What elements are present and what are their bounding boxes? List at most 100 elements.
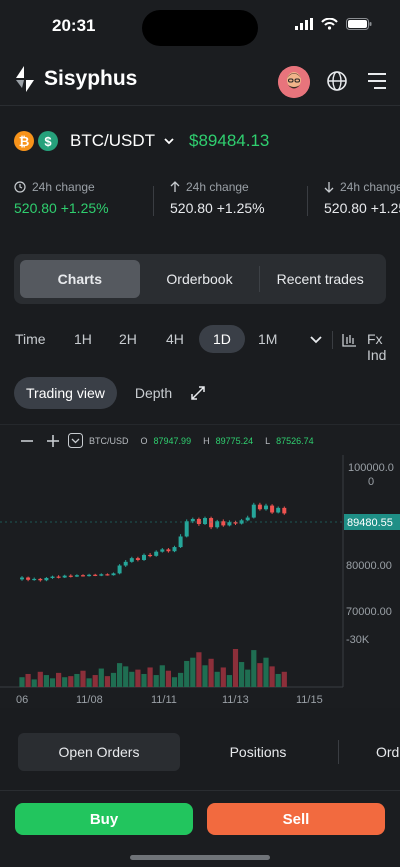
depth-button[interactable]: Depth <box>134 385 173 401</box>
volume-bar <box>19 677 25 687</box>
candle-body <box>196 518 201 525</box>
candle-body <box>32 578 37 581</box>
volume-bar <box>147 667 153 687</box>
legend-symbol: BTC/USD <box>89 435 129 446</box>
candle-body <box>105 574 110 576</box>
tab-recent-trades[interactable]: Recent trades <box>276 271 364 287</box>
candle-body <box>99 574 104 576</box>
tab-open-orders[interactable]: Open Orders <box>18 733 180 771</box>
candle-body <box>129 558 134 562</box>
candle-body <box>50 576 55 578</box>
candle-body <box>148 554 153 557</box>
menu-icon[interactable] <box>366 72 388 90</box>
divider <box>338 740 339 764</box>
pair-selector[interactable]: ₿ $ BTC/USDT $89484.13 <box>14 131 269 151</box>
stats-row: 24h change 520.80 +1.25% 24h change 520.… <box>14 180 400 220</box>
timeframe-1h[interactable]: 1H <box>74 331 92 347</box>
candle-body <box>264 505 268 510</box>
price-tick: 100000.0 <box>348 462 394 474</box>
volume-bar <box>117 663 123 687</box>
stat-value: 520.80 <box>170 200 213 216</box>
pair-symbol: BTC/USDT <box>70 131 155 150</box>
time-tick: 06 <box>16 694 28 706</box>
volume-bar <box>141 673 147 687</box>
minus-icon[interactable] <box>20 434 34 448</box>
candle-body <box>87 574 92 577</box>
globe-icon[interactable] <box>326 70 348 92</box>
sell-button[interactable]: Sell <box>207 803 385 835</box>
stat-percent: +1.25% <box>370 200 400 216</box>
volume-bar <box>202 665 208 687</box>
stat-percent: +1.25% <box>216 200 265 216</box>
stat-item: 24h change 520.80 +1.25% <box>170 180 265 216</box>
candle-body <box>68 575 73 577</box>
volume-bar <box>92 675 98 687</box>
volume-bar <box>214 671 220 687</box>
candle-body <box>251 504 256 518</box>
timeframe-2h[interactable]: 2H <box>119 331 137 347</box>
avatar-face-icon <box>278 66 310 98</box>
volume-bar <box>43 675 49 687</box>
volume-bar <box>208 658 214 687</box>
stat-label: 24h change <box>340 180 400 194</box>
candle-body <box>282 507 287 514</box>
divider <box>259 266 261 292</box>
buy-button[interactable]: Buy <box>15 803 193 835</box>
indicator-icon[interactable] <box>340 331 358 349</box>
expand-icon[interactable] <box>190 385 206 401</box>
volume-bar <box>135 669 141 687</box>
arrow-down-icon <box>324 182 334 193</box>
price-chart[interactable]: BTC/USD O 87947.99 H 89775.24 L 87526.74… <box>0 424 400 708</box>
chevron-down-icon[interactable] <box>309 335 323 345</box>
timeframe-4h[interactable]: 4H <box>166 331 184 347</box>
stat-item: 24h change 520.80 +1.25% <box>324 180 400 216</box>
candle-body <box>209 518 214 528</box>
volume-bar <box>49 678 56 687</box>
divider <box>153 186 154 216</box>
candle-body <box>93 574 98 576</box>
candle-body <box>245 517 250 521</box>
stat-value: 520.80 <box>14 200 57 216</box>
volume-bar <box>31 679 37 687</box>
volume-bar <box>239 662 245 687</box>
volume-bar <box>86 678 92 687</box>
volume-bar <box>37 671 43 687</box>
tab-orderbook[interactable]: Orderbook <box>166 271 233 287</box>
candle-body <box>257 504 262 510</box>
indicators-button[interactable]: Fx Ind <box>367 331 387 363</box>
current-price-tag <box>344 514 400 530</box>
candle-body <box>117 565 122 574</box>
timeframe-1d[interactable]: 1D <box>199 325 245 353</box>
candle-body <box>227 522 232 526</box>
tab-positions[interactable]: Positions <box>229 744 287 760</box>
volume-bar <box>251 650 257 687</box>
candle-body <box>203 518 207 525</box>
candle-body <box>44 577 49 581</box>
avatar[interactable] <box>278 66 310 98</box>
usdt-coin-icon: $ <box>38 131 58 151</box>
time-label: Time <box>15 331 46 347</box>
volume-bar <box>226 675 232 687</box>
candle-body <box>233 522 238 524</box>
time-tick: 11/13 <box>222 694 249 706</box>
status-icons <box>295 18 372 30</box>
time-tick: 11/11 <box>151 694 177 706</box>
timeframe-1m[interactable]: 1M <box>258 331 278 347</box>
plus-icon[interactable] <box>46 434 60 448</box>
trading-view-button[interactable]: Trading view <box>14 377 117 409</box>
candle-body <box>26 577 31 580</box>
dynamic-island <box>142 10 258 46</box>
tab-orders-history[interactable]: Ord <box>376 744 400 760</box>
signal-icon <box>295 18 313 30</box>
collapse-icon[interactable] <box>68 433 83 448</box>
stat-item: 24h change 520.80 +1.25% <box>14 180 109 216</box>
volume-bar <box>25 673 31 687</box>
volume-tick: -30K <box>346 634 370 646</box>
tab-charts[interactable]: Charts <box>20 260 140 298</box>
candle-body <box>74 575 79 577</box>
candle-body <box>166 549 171 552</box>
view-switcher: Trading view Depth <box>14 377 206 409</box>
brand[interactable]: Sisyphus <box>14 66 137 92</box>
candle-body <box>160 549 165 552</box>
price-tick: 0 <box>368 476 374 488</box>
